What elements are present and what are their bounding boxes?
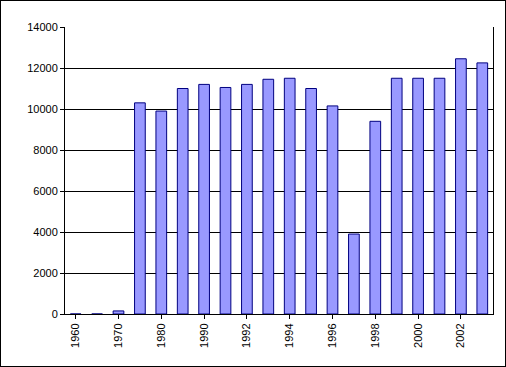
svg-text:2000: 2000 bbox=[412, 323, 424, 347]
svg-text:2002: 2002 bbox=[454, 323, 466, 347]
svg-text:8000: 8000 bbox=[33, 144, 57, 156]
svg-text:4000: 4000 bbox=[33, 226, 57, 238]
svg-text:1980: 1980 bbox=[155, 323, 167, 347]
svg-text:1960: 1960 bbox=[69, 323, 81, 347]
svg-text:1994: 1994 bbox=[283, 323, 295, 347]
svg-text:1990: 1990 bbox=[198, 323, 210, 347]
svg-text:1998: 1998 bbox=[369, 323, 381, 347]
svg-text:1992: 1992 bbox=[240, 323, 252, 347]
svg-text:2000: 2000 bbox=[33, 267, 57, 279]
svg-text:12000: 12000 bbox=[27, 62, 58, 74]
svg-text:1996: 1996 bbox=[326, 323, 338, 347]
svg-text:1970: 1970 bbox=[112, 323, 124, 347]
svg-text:0: 0 bbox=[52, 308, 58, 320]
svg-text:14000: 14000 bbox=[27, 21, 58, 33]
svg-text:10000: 10000 bbox=[27, 103, 58, 115]
svg-text:6000: 6000 bbox=[33, 185, 57, 197]
